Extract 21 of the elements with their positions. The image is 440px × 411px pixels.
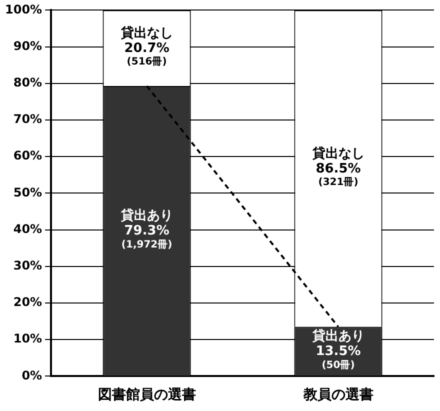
y-tick-label: 10% <box>13 332 42 346</box>
series-label: 貸出なし <box>120 24 173 41</box>
y-tick-label: 70% <box>13 112 42 126</box>
data-label: 79.3% (1,972冊) <box>121 224 172 250</box>
y-tick-label: 30% <box>13 258 42 273</box>
y-tick-label: 40% <box>13 222 42 236</box>
data-label: 86.5% (321冊) <box>316 161 361 188</box>
x-tick-label: 教員の選書 <box>302 387 374 404</box>
x-tick-label: 図書館員の選書 <box>98 387 196 404</box>
y-tick-label: 90% <box>13 38 42 53</box>
text: 貸出なし <box>312 146 364 162</box>
y-tick-label: 60% <box>13 148 42 163</box>
y-tick-label: 20% <box>13 295 42 310</box>
y-tick-label: 80% <box>13 76 42 90</box>
data-label: 13.5% (50冊) <box>316 344 361 371</box>
text: 貸出あり <box>120 208 173 224</box>
y-tick-label: 100% <box>4 2 42 16</box>
y-tick-label: 50% <box>13 185 42 200</box>
data-label: 20.7% (516冊) <box>124 40 170 68</box>
y-tick-label: 0% <box>22 368 42 382</box>
series-label: 貸出あり <box>311 328 364 344</box>
